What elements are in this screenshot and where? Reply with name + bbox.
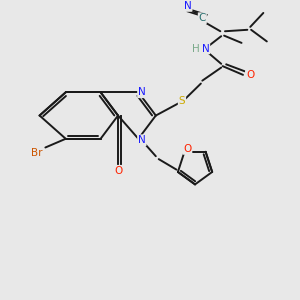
- Text: O: O: [183, 144, 191, 154]
- Text: S: S: [179, 96, 185, 106]
- Text: O: O: [246, 70, 254, 80]
- Text: N: N: [138, 87, 146, 97]
- Text: O: O: [114, 166, 122, 176]
- Text: N: N: [184, 1, 192, 11]
- Text: C: C: [199, 13, 206, 23]
- Text: H: H: [192, 44, 200, 54]
- Text: N: N: [202, 44, 210, 54]
- Text: N: N: [138, 135, 146, 145]
- Text: Br: Br: [31, 148, 42, 158]
